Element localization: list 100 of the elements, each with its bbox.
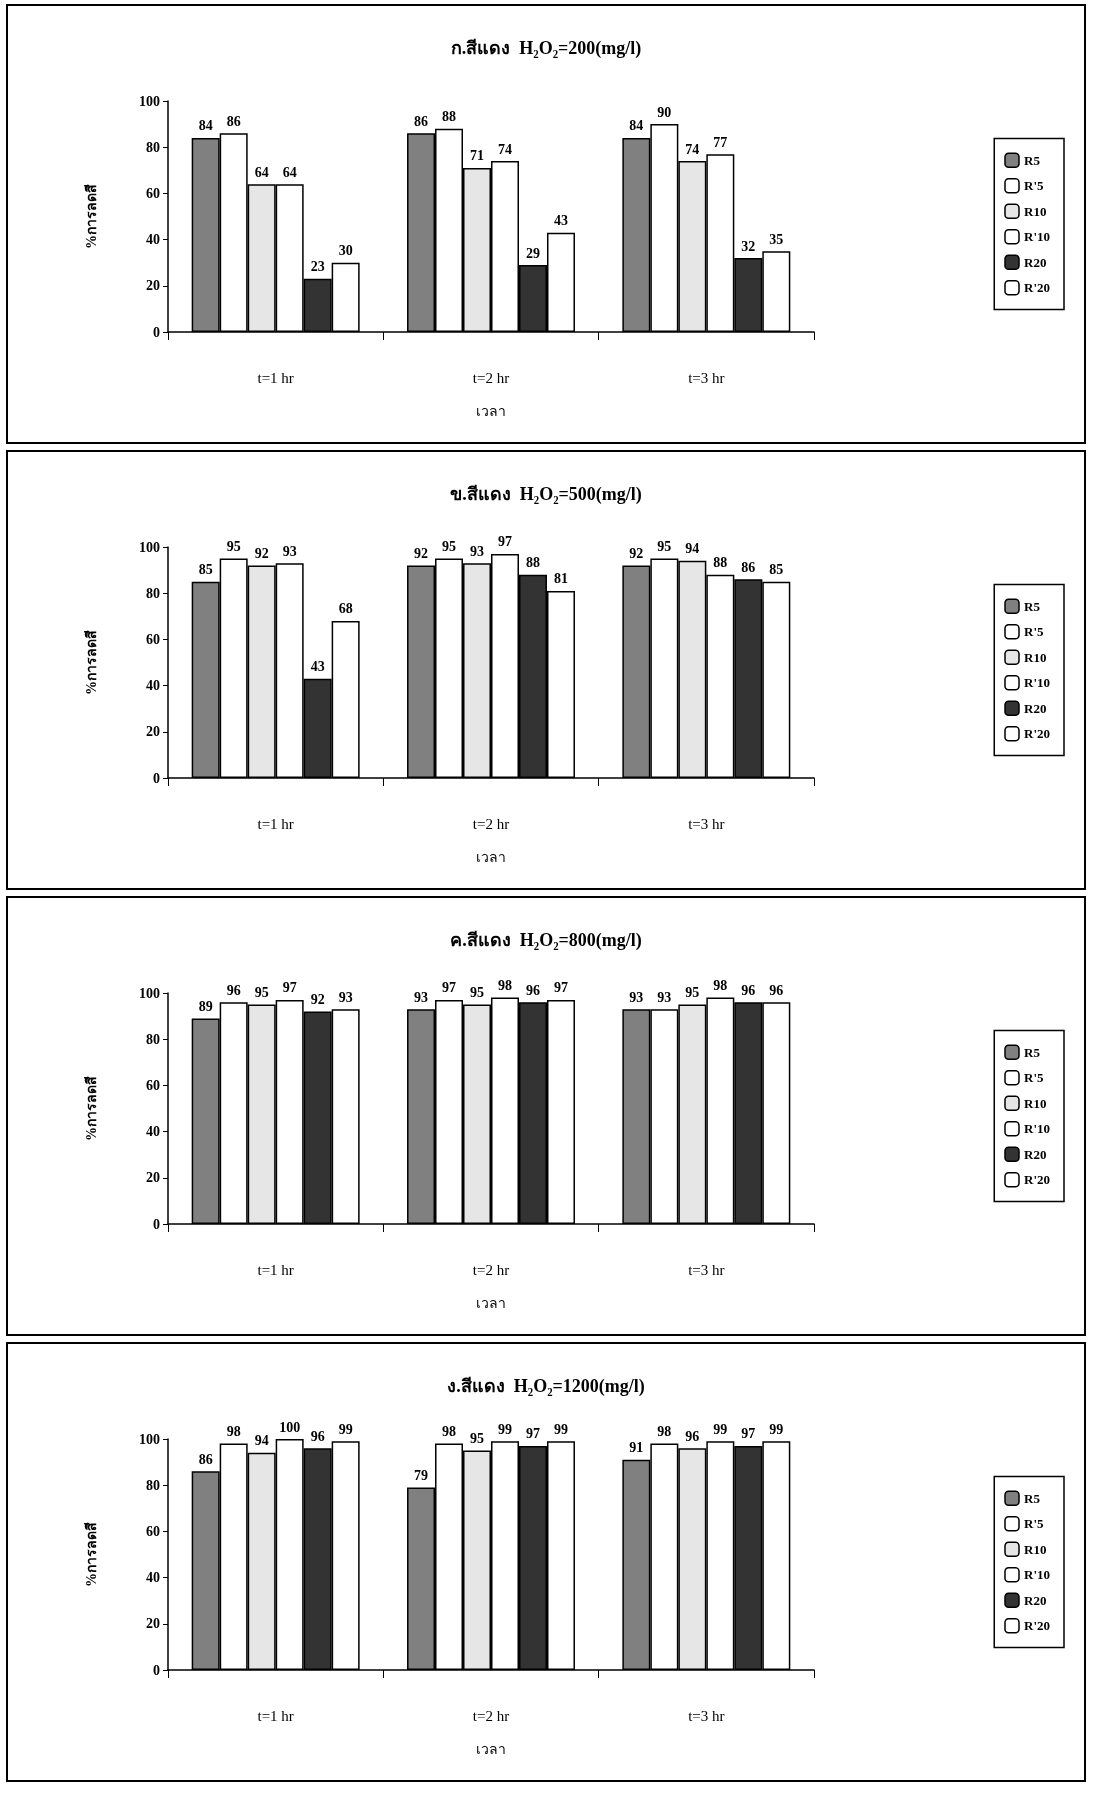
data-label: 88	[442, 109, 457, 125]
legend-label: R5	[1024, 1044, 1041, 1060]
x-tick-label: t=1 hr	[257, 1261, 294, 1278]
data-label: 97	[525, 1426, 540, 1442]
data-label: 86	[226, 113, 241, 129]
data-label: 95	[685, 985, 700, 1001]
data-label: 95	[657, 539, 672, 555]
data-label: 96	[226, 982, 241, 998]
y-tick-label: 100	[139, 539, 160, 555]
data-label: 96	[525, 982, 540, 998]
data-label: 64	[282, 164, 297, 180]
chart-title: ค.สีแดง H₂O₂=800(mg/l)	[450, 930, 642, 951]
x-tick-label: t=3 hr	[688, 369, 725, 386]
data-label: 43	[553, 213, 568, 229]
data-label: 95	[470, 985, 484, 1001]
y-tick-label: 60	[146, 1077, 160, 1093]
legend-label: R20	[1024, 1592, 1047, 1608]
legend-label: R'10	[1024, 1567, 1050, 1583]
chart-title: ง.สีแดง H₂O₂=1200(mg/l)	[447, 1376, 645, 1397]
data-label: 93	[470, 543, 484, 559]
legend-label: R'20	[1024, 1618, 1050, 1634]
y-tick-label: 60	[146, 1523, 160, 1539]
data-label: 96	[741, 982, 756, 998]
legend-label: R10	[1024, 1541, 1047, 1557]
legend-label: R10	[1024, 1095, 1047, 1111]
data-label: 95	[254, 985, 269, 1001]
data-label: 98	[226, 1424, 241, 1440]
data-label: 98	[657, 1424, 672, 1440]
x-axis-title: เวลา	[476, 1741, 506, 1757]
data-label: 96	[769, 982, 784, 998]
y-tick-label: 0	[153, 770, 160, 786]
y-tick-label: 80	[146, 1477, 160, 1493]
data-label: 84	[198, 118, 213, 134]
data-label: 93	[629, 989, 644, 1005]
data-label: 32	[741, 238, 756, 254]
x-axis-title: เวลา	[476, 849, 506, 865]
legend-label: R5	[1024, 1490, 1041, 1506]
y-tick-label: 0	[153, 1216, 160, 1232]
y-tick-label: 20	[146, 278, 160, 294]
legend-label: R'5	[1024, 1516, 1044, 1532]
legend-label: R'20	[1024, 280, 1050, 296]
data-label: 91	[629, 1440, 644, 1456]
data-label: 74	[498, 141, 512, 157]
x-tick-label: t=2 hr	[472, 1707, 510, 1724]
legend-label: R10	[1024, 649, 1047, 665]
legend-label: R5	[1024, 598, 1041, 614]
data-label: 99	[553, 1421, 568, 1437]
data-label: 93	[657, 989, 672, 1005]
y-tick-label: 0	[153, 1662, 160, 1678]
legend-label: R'20	[1024, 726, 1050, 742]
data-label: 77	[713, 134, 728, 150]
data-label: 95	[226, 539, 241, 555]
y-tick-label: 40	[146, 1570, 160, 1586]
legend-label: R20	[1024, 1146, 1047, 1162]
data-label: 74	[685, 141, 700, 157]
data-label: 86	[198, 1451, 213, 1467]
data-label: 71	[470, 148, 484, 164]
data-label: 95	[442, 539, 457, 555]
y-tick-label: 20	[146, 1616, 160, 1632]
data-label: 95	[470, 1431, 484, 1447]
data-label: 97	[442, 980, 457, 996]
data-label: 85	[198, 562, 213, 578]
data-label: 84	[629, 118, 644, 134]
data-label: 93	[338, 989, 353, 1005]
data-label: 86	[414, 113, 429, 129]
data-label: 43	[310, 659, 325, 675]
data-label: 81	[553, 571, 568, 587]
x-tick-label: t=2 hr	[472, 1261, 510, 1278]
data-label: 98	[442, 1424, 457, 1440]
data-label: 93	[414, 989, 429, 1005]
x-tick-label: t=3 hr	[688, 1707, 725, 1724]
y-tick-label: 40	[146, 232, 160, 248]
y-tick-label: 20	[146, 724, 160, 740]
data-label: 97	[553, 980, 568, 996]
legend-label: R10	[1024, 203, 1047, 219]
x-tick-label: t=1 hr	[257, 1707, 294, 1724]
y-tick-label: 100	[139, 93, 160, 109]
data-label: 97	[741, 1426, 756, 1442]
y-axis-title: %การลดสี	[83, 630, 99, 695]
chart-title: ข.สีแดง H₂O₂=500(mg/l)	[450, 484, 642, 505]
data-label: 88	[525, 555, 540, 571]
data-label: 88	[713, 555, 728, 571]
data-label: 99	[498, 1421, 512, 1437]
y-tick-label: 60	[146, 631, 160, 647]
legend-label: R'10	[1024, 1121, 1050, 1137]
y-tick-label: 60	[146, 185, 160, 201]
data-label: 92	[414, 545, 429, 561]
y-tick-label: 40	[146, 678, 160, 694]
y-tick-label: 40	[146, 1124, 160, 1140]
data-label: 92	[310, 991, 325, 1007]
chart-title: ก.สีแดง H₂O₂=200(mg/l)	[450, 38, 642, 59]
legend-label: R'10	[1024, 229, 1050, 245]
legend-label: R'5	[1024, 624, 1044, 640]
data-label: 35	[769, 231, 784, 247]
y-axis-title: %การลดสี	[83, 184, 99, 249]
data-label: 64	[254, 164, 269, 180]
legend-label: R5	[1024, 152, 1041, 168]
legend-label: R20	[1024, 700, 1047, 716]
y-tick-label: 80	[146, 585, 160, 601]
legend-label: R'10	[1024, 675, 1050, 691]
